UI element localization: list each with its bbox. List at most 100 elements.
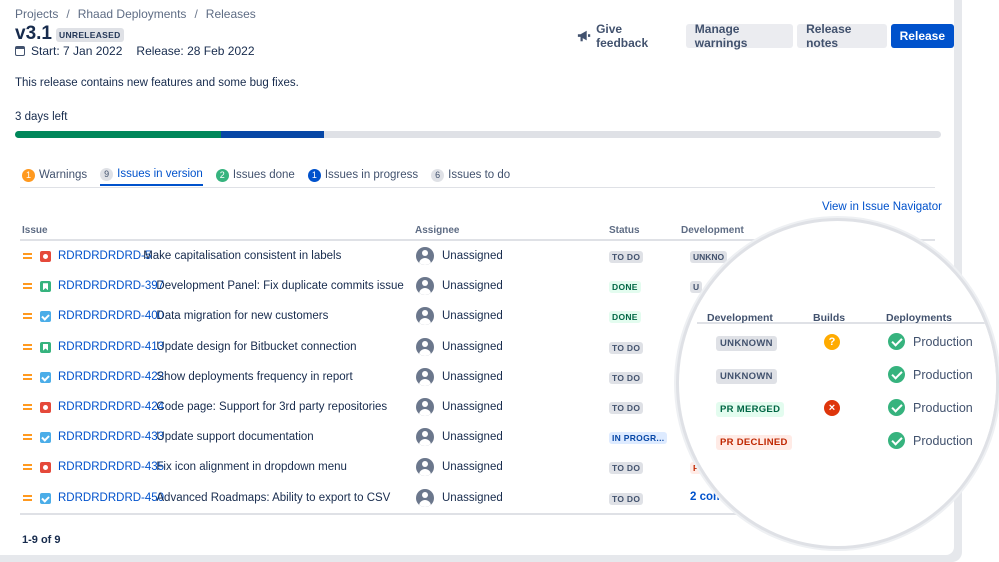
development-badge[interactable]: PR DECLINED	[716, 435, 792, 450]
magnified-row: PR DECLINED Production	[697, 425, 996, 458]
issue-key-link[interactable]: RDRDRDRDRD-450	[58, 491, 165, 504]
build-failed-icon[interactable]: ×	[824, 400, 840, 416]
table-row[interactable]: RDRDRDRDRD-435 Fix icon alignment in drop…	[20, 452, 935, 482]
table-row[interactable]: RDRDRDRDRD-400 Data migration for new cus…	[20, 301, 935, 331]
issue-summary[interactable]: Data migration for new customers	[156, 310, 329, 323]
manage-warnings-button[interactable]: Manage warnings	[685, 22, 794, 50]
issues-table: RDRDRDRDRD-5 Make capitalisation consiste…	[20, 241, 935, 513]
avatar	[416, 247, 434, 265]
assignee-name: Unassigned	[442, 280, 503, 293]
issue-key-link[interactable]: RDRDRDRDRD-422	[58, 370, 165, 383]
tab-warnings[interactable]: 1 Warnings	[22, 166, 87, 186]
issue-key-link[interactable]: RDRDRDRDRD-400	[58, 310, 165, 323]
table-row[interactable]: RDRDRDRDRD-450 Advanced Roadmaps: Ability…	[20, 483, 935, 513]
success-check-icon	[888, 333, 905, 350]
development-status[interactable]: P	[690, 462, 702, 475]
release-notes-button[interactable]: Release notes	[797, 22, 887, 50]
issue-summary[interactable]: Development Panel: Fix duplicate commits…	[156, 280, 404, 293]
column-deployments: Deployments	[886, 312, 952, 324]
development-badge[interactable]: UNKNOWN	[716, 336, 777, 351]
tab-count-badge: 1	[307, 168, 321, 182]
issue-summary[interactable]: Advanced Roadmaps: Ability to export to …	[156, 491, 391, 504]
deployment-status[interactable]: Production	[888, 399, 973, 416]
deployment-status[interactable]: Production	[888, 366, 973, 383]
breadcrumb-projects[interactable]: Projects	[15, 7, 59, 21]
magnified-row: PR MERGED × Production	[697, 392, 996, 425]
status-lozenge[interactable]: TO DO	[609, 492, 644, 505]
deployment-status[interactable]: Production	[888, 333, 973, 350]
assignee-name: Unassigned	[442, 340, 503, 353]
megaphone-icon	[577, 30, 591, 42]
status-lozenge[interactable]: DONE	[609, 311, 641, 324]
table-row[interactable]: RDRDRDRDRD-397 Development Panel: Fix dup…	[20, 271, 935, 301]
breadcrumb: Projects / Rhaad Deployments / Releases	[15, 7, 256, 21]
development-status[interactable]: UNKNO	[690, 251, 728, 263]
status-lozenge[interactable]: TO DO	[609, 462, 644, 475]
tab-count-badge: 9	[100, 167, 114, 181]
tab-count-badge: 2	[215, 168, 229, 182]
issue-key-link[interactable]: RDRDRDRDRD-424	[58, 400, 165, 413]
tab-label: Warnings	[39, 169, 88, 181]
issue-key-link[interactable]: RDRDRDRDRD-413	[58, 340, 165, 353]
issue-summary[interactable]: Update support documentation	[156, 431, 314, 444]
issue-key-link[interactable]: RDRDRDRDRD-433	[58, 431, 165, 444]
development-badge[interactable]: PR MERGED	[716, 402, 785, 417]
issue-summary[interactable]: Code page: Support for 3rd party reposit…	[156, 400, 388, 413]
development-status[interactable]: U	[690, 281, 703, 294]
issue-summary[interactable]: Show deployments frequency in report	[156, 370, 353, 383]
build-unknown-icon[interactable]: ?	[824, 334, 840, 350]
development-badge[interactable]: UNKNOWN	[716, 369, 777, 384]
table-row[interactable]: RDRDRDRDRD-5 Make capitalisation consiste…	[20, 241, 935, 271]
avatar	[416, 397, 434, 416]
column-issue: Issue	[22, 225, 48, 236]
story-icon	[40, 281, 51, 293]
release-button[interactable]: Release	[890, 24, 954, 48]
priority-medium-icon	[23, 252, 32, 260]
assignee-name: Unassigned	[442, 461, 503, 474]
magnified-header: Development Builds Deployments	[697, 300, 996, 324]
status-lozenge[interactable]: TO DO	[609, 371, 644, 384]
release-dates: Start: 7 Jan 2022 Release: 28 Feb 2022	[15, 44, 255, 58]
assignee-name: Unassigned	[442, 431, 503, 444]
assignee-name: Unassigned	[442, 370, 503, 383]
status-lozenge[interactable]: TO DO	[609, 341, 644, 354]
table-row[interactable]: RDRDRDRDRD-424 Code page: Support for 3rd…	[20, 392, 935, 422]
release-progress-bar	[15, 131, 941, 138]
status-lozenge[interactable]: DONE	[609, 281, 641, 294]
breadcrumb-releases[interactable]: Releases	[205, 7, 256, 21]
issue-key-link[interactable]: RDRDRDRDRD-397	[58, 280, 165, 293]
success-check-icon	[888, 366, 905, 383]
view-in-issue-navigator-link[interactable]: View in Issue Navigator	[822, 201, 942, 213]
status-lozenge[interactable]: TO DO	[609, 401, 644, 414]
tab-issues-in-progress[interactable]: 1 Issues in progress	[307, 166, 418, 186]
issue-summary[interactable]: Update design for Bitbucket connection	[156, 340, 357, 353]
story-icon	[40, 341, 51, 353]
magnified-row: UNKNOWN? Production	[697, 326, 996, 359]
tab-label: Issues to do	[448, 169, 511, 181]
table-row[interactable]: RDRDRDRDRD-413 Update design for Bitbucke…	[20, 332, 935, 362]
tab-issues-to-do[interactable]: 6 Issues to do	[431, 166, 510, 186]
tab-issues-in-version[interactable]: 9 Issues in version	[100, 166, 203, 186]
give-feedback-button[interactable]: Give feedback	[577, 22, 668, 50]
tab-issues-done[interactable]: 2 Issues done	[215, 166, 295, 186]
deployment-status[interactable]: Production	[888, 432, 973, 449]
tab-label: Issues in version	[117, 168, 203, 180]
issue-summary[interactable]: Fix icon alignment in dropdown menu	[156, 461, 347, 474]
issue-key-link[interactable]: RDRDRDRDRD-5	[58, 250, 152, 262]
status-lozenge[interactable]: IN PROGR...	[609, 432, 668, 445]
issue-summary[interactable]: Make capitalisation consistent in labels	[143, 250, 342, 262]
status-lozenge[interactable]: TO DO	[609, 251, 644, 263]
bug-icon	[40, 251, 51, 262]
task-icon	[40, 311, 51, 323]
table-row[interactable]: RDRDRDRDRD-422 Show deployments frequency…	[20, 362, 935, 392]
priority-medium-icon	[23, 343, 32, 351]
table-row[interactable]: RDRDRDRDRD-433 Update support documentati…	[20, 422, 935, 452]
priority-medium-icon	[23, 312, 32, 320]
breadcrumb-project[interactable]: Rhaad Deployments	[77, 7, 187, 21]
issue-key-link[interactable]: RDRDRDRDRD-435	[58, 461, 165, 474]
issue-tabs: 1 Warnings 9 Issues in version 2 Issues done 1…	[22, 166, 523, 188]
start-date: Start: 7 Jan 2022	[31, 44, 123, 58]
deployment-environment: Production	[913, 367, 973, 382]
release-description: This release contains new features and s…	[15, 77, 299, 89]
magnified-row: UNKNOWN Production	[697, 359, 996, 392]
